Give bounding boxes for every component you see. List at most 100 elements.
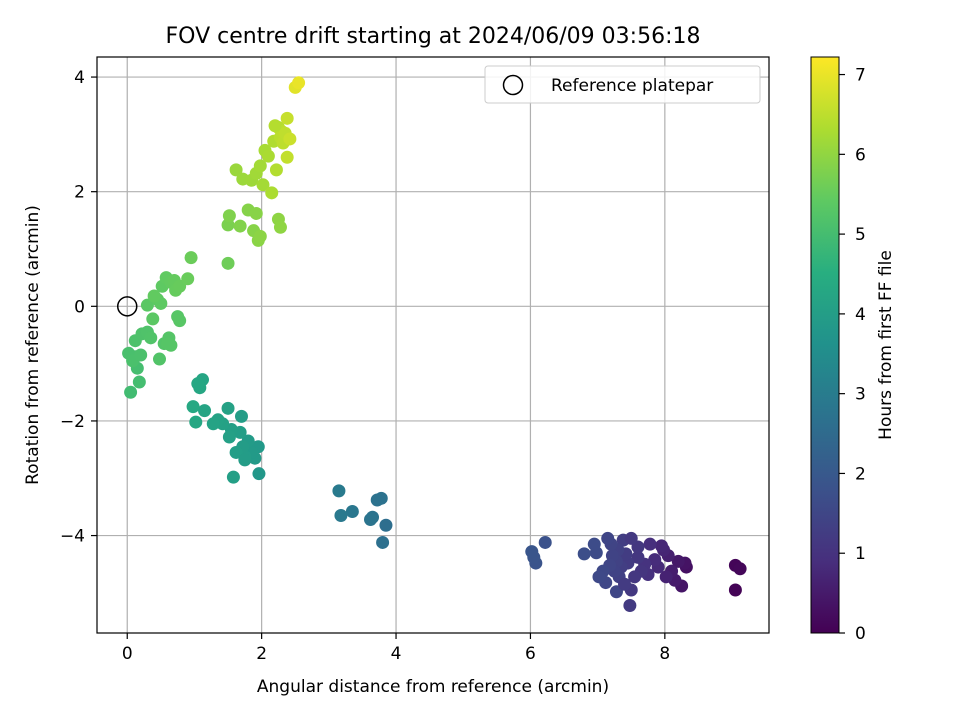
data-point	[132, 375, 146, 389]
legend-reference-marker	[502, 74, 524, 96]
data-point	[252, 467, 266, 481]
colorbar-tick-label: 1	[855, 544, 866, 564]
colorbar-gradient	[810, 56, 840, 634]
x-tick-label: 2	[256, 644, 267, 664]
data-point	[525, 545, 539, 559]
colorbar-tick-label: 4	[855, 305, 866, 325]
data-point	[198, 404, 212, 418]
data-point	[140, 298, 154, 312]
data-point	[152, 352, 166, 366]
data-point	[146, 312, 160, 326]
reference-platepar-marker	[116, 296, 138, 317]
legend: Reference platepar	[484, 65, 761, 104]
legend-box	[484, 65, 761, 104]
data-point	[222, 209, 236, 223]
colorbar-label: Hours from first FF file	[876, 250, 896, 440]
data-point	[268, 119, 282, 133]
data-point	[253, 159, 267, 173]
data-point	[643, 537, 657, 551]
y-axis-ticks: −4 −2 0 2 4	[60, 68, 97, 547]
y-tick-label: 2	[74, 183, 85, 203]
chart-title: FOV centre drift starting at 2024/06/09 …	[166, 24, 701, 49]
data-point	[283, 132, 297, 146]
data-point	[648, 553, 662, 567]
data-point	[249, 206, 263, 220]
plot-frame	[96, 56, 770, 634]
data-point	[332, 484, 346, 498]
data-point	[256, 178, 270, 192]
data-point	[376, 535, 390, 549]
data-point	[292, 76, 306, 90]
colorbar-tick-label: 6	[855, 145, 866, 165]
legend-reference-label: Reference platepar	[551, 76, 713, 96]
colorbar-tick-label: 0	[855, 624, 866, 644]
x-axis-ticks: 0 2 4 6 8	[122, 633, 670, 664]
data-point	[134, 348, 148, 362]
data-point	[631, 550, 645, 564]
y-tick-label: 0	[74, 297, 85, 317]
x-tick-label: 0	[122, 644, 133, 664]
colorbar-tick-label: 3	[855, 385, 866, 405]
data-point	[370, 493, 384, 507]
data-point	[618, 577, 632, 591]
x-axis-label: Angular distance from reference (arcmin)	[257, 677, 609, 697]
data-point	[206, 417, 220, 431]
colorbar-tick-label: 2	[855, 464, 866, 484]
data-point	[186, 400, 200, 414]
data-point	[628, 570, 642, 584]
data-point	[379, 518, 393, 532]
data-point	[124, 385, 138, 399]
data-point	[147, 289, 161, 303]
data-point	[733, 562, 747, 576]
data-point	[273, 220, 287, 234]
data-point	[334, 509, 348, 523]
data-point	[144, 331, 158, 345]
y-tick-label: −2	[60, 412, 85, 432]
data-point	[226, 470, 240, 484]
y-tick-label: 4	[74, 68, 85, 88]
data-point	[189, 415, 203, 429]
data-point	[221, 256, 235, 270]
colorbar: 0 1 2 3 4 5 6 7 Hours from first FF file	[810, 56, 896, 644]
data-point	[234, 409, 248, 423]
data-point	[623, 598, 637, 612]
data-point	[265, 186, 279, 200]
colorbar-tick-label: 5	[855, 225, 866, 245]
data-point	[222, 430, 236, 444]
data-points	[116, 76, 747, 612]
data-point	[184, 251, 198, 265]
data-point	[229, 445, 243, 459]
x-tick-label: 4	[391, 644, 402, 664]
data-point	[601, 531, 615, 545]
data-point	[191, 377, 205, 391]
y-axis-label: Rotation from reference (arcmin)	[23, 205, 43, 485]
data-point	[233, 219, 247, 233]
data-point	[592, 570, 606, 584]
data-point	[728, 583, 742, 597]
data-point	[624, 531, 638, 545]
data-point	[671, 554, 685, 568]
data-point	[221, 401, 235, 415]
data-point	[587, 537, 601, 551]
data-point	[280, 111, 294, 125]
data-point	[269, 163, 283, 177]
x-tick-label: 8	[659, 644, 670, 664]
data-point	[253, 229, 267, 243]
data-point	[364, 513, 378, 527]
data-point	[161, 337, 175, 351]
colorbar-ticks: 0 1 2 3 4 5 6 7	[839, 66, 866, 644]
data-point	[345, 504, 359, 518]
data-point	[229, 163, 243, 177]
data-point	[280, 150, 294, 164]
x-tick-label: 6	[525, 644, 536, 664]
data-point	[654, 539, 668, 553]
data-point	[605, 549, 619, 563]
colorbar-tick-label: 7	[855, 66, 866, 86]
data-point	[538, 535, 552, 549]
data-point	[261, 149, 275, 163]
data-point	[659, 570, 673, 584]
data-point	[181, 272, 195, 286]
y-tick-label: −4	[60, 527, 85, 547]
data-point	[173, 314, 187, 328]
